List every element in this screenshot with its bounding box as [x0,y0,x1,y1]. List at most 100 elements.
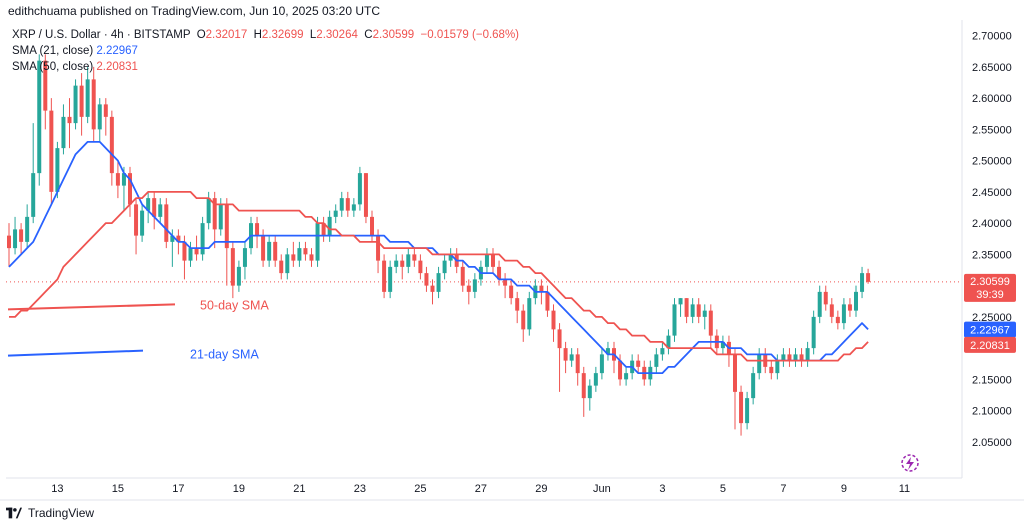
candle-down [345,198,350,211]
tradingview-brand: TradingView [28,506,95,520]
candle-up [672,304,677,336]
x-tick-label: 17 [172,483,184,495]
tradingview-logo-icon [6,507,22,519]
candle-down [291,254,296,261]
candle-down [91,79,96,130]
high-key: H [253,29,262,41]
tradingview-logo[interactable]: TradingView [6,506,94,520]
publisher-header: edithchuama published on TradingView.com… [8,4,380,18]
candle-down [412,254,417,261]
high-value: 2.32699 [261,29,304,41]
candle-up [817,291,822,317]
candle-up [236,266,241,286]
x-tick-label: 3 [659,483,665,495]
symbol-label[interactable]: XRP / U.S. Dollar · 4h · BITSTAMP [12,29,191,41]
chart-legend: XRP / U.S. Dollar · 4h · BITSTAMP O2.320… [12,27,519,75]
candle-down [575,354,580,374]
annotation-21-day-sma: 21-day SMA [190,348,259,362]
publisher-text: edithchuama published on TradingView.com… [8,4,381,18]
open-value: 2.32017 [205,29,248,41]
candle-up [31,173,36,217]
candle-down [261,235,266,261]
candle-down [224,204,229,249]
candle-down [212,198,217,230]
candle-down [164,204,169,242]
candle-down [109,116,114,174]
candle-down [279,260,284,274]
x-tick-label: 9 [841,483,847,495]
close-value: 2.30599 [372,29,415,41]
candle-down [19,229,24,242]
candle-down [503,279,508,286]
candle-up [140,210,145,236]
candle-up [599,354,604,374]
candle-down [273,241,278,261]
candle-up [394,260,399,267]
candle-up [97,104,102,130]
candle-up [333,210,338,217]
candle-down [581,373,586,399]
candle-up [666,335,671,349]
candle-up [315,223,320,261]
candle-up [569,354,574,361]
candle-down [466,285,471,292]
sma21-label: SMA (21, close) [12,45,94,57]
sma50-price-tag [964,336,1016,353]
candle-down [430,285,435,292]
candle-up [206,198,211,224]
candle-down [847,304,852,311]
candle-up [242,248,247,267]
candle-up [351,204,356,211]
candle-down [194,248,199,255]
y-tick-label: 2.25000 [972,312,1012,324]
x-tick-label: 11 [899,483,910,495]
candle-down [539,285,544,292]
candle-up [678,298,683,305]
x-tick-label: 23 [354,483,366,495]
x-tick-label: Jun [593,483,611,495]
candle-down [370,216,374,236]
candle-up [690,304,695,317]
candle-down [563,348,568,361]
y-tick-label: 2.65000 [972,62,1012,74]
candle-up [188,248,193,261]
candle-down [521,310,526,330]
annotation-line-50 [7,303,176,311]
low-key: L [309,29,317,41]
y-tick-label: 2.60000 [972,93,1012,105]
y-tick-label: 2.70000 [972,31,1012,43]
candle-down [545,291,550,311]
candle-up [745,398,750,424]
legend-sma21-row[interactable]: SMA (21, close) 2.22967 [12,43,519,59]
replay-icon[interactable] [901,454,919,472]
candle-down [829,304,834,317]
candle-up [702,310,707,317]
candle-down [49,110,54,192]
sma21-value: 2.22967 [96,45,138,57]
candle-up [327,216,332,236]
candle-down [176,235,181,242]
candle-down [684,298,689,317]
candle-down [551,310,556,330]
y-tick-label: 2.10000 [972,406,1012,418]
x-tick-label: 15 [112,483,124,495]
candle-up [593,373,598,386]
candle-down [787,354,792,361]
candle-up [285,254,290,274]
candle-up [841,304,846,324]
x-tick-label: 13 [51,483,63,495]
candle-up [297,248,302,261]
candle-down [739,391,744,424]
annotation-50-day-sma: 50-day SMA [200,298,269,312]
candle-down [491,254,495,267]
candle-up [55,148,60,192]
sma50-label: SMA (50, close) [12,61,94,73]
legend-sma50-row[interactable]: SMA (50, close) 2.20831 [12,59,519,75]
candle-up [73,85,78,124]
candle-down [43,60,48,111]
close-key: C [364,29,373,41]
candle-down [400,260,405,267]
candle-up [146,198,151,211]
candle-up [357,173,362,205]
candle-down [418,260,423,274]
